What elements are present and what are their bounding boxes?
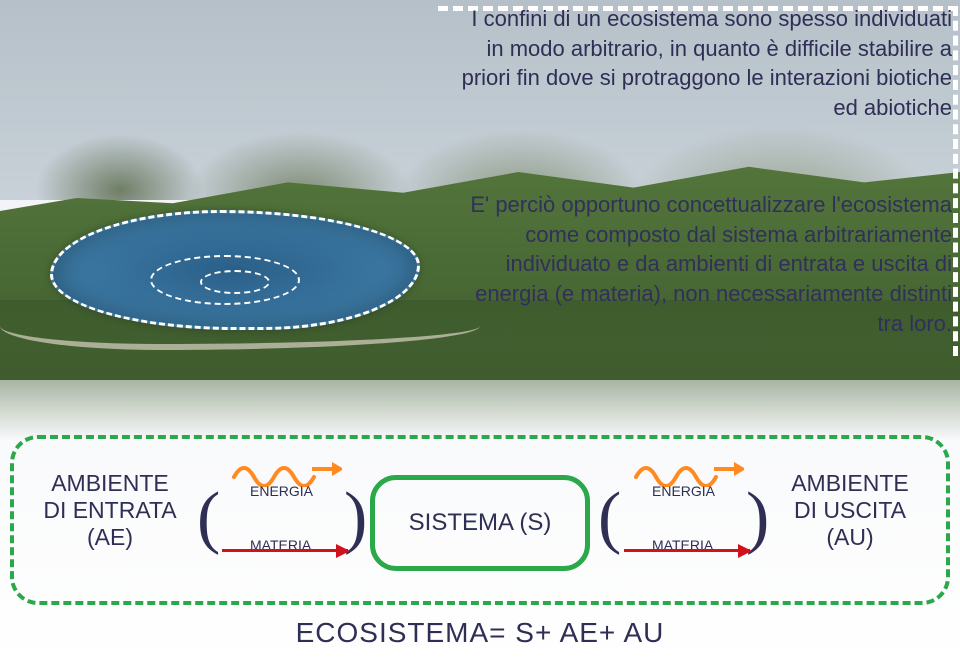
paren-left-1: (	[197, 483, 220, 553]
paren-right-1: )	[344, 483, 367, 553]
au-line3: (AU)	[770, 524, 930, 551]
ecosistema-formula: ECOSISTEMA= S+ AE+ AU	[0, 617, 960, 649]
paragraph-2: E' perciò opportuno concettualizzare l'e…	[452, 190, 952, 338]
materia-arrow-1-icon	[222, 549, 348, 552]
lake-dash-inner-2	[200, 270, 270, 294]
energia-label-2: ENERGIA	[652, 483, 715, 499]
ecosystem-diagram: AMBIENTE DI ENTRATA (AE) AMBIENTE DI USC…	[0, 435, 960, 665]
sistema-label: SISTEMA (S)	[409, 509, 552, 537]
paren-left-2: (	[598, 483, 621, 553]
energia-label-1: ENERGIA	[250, 483, 313, 499]
au-line1: AMBIENTE	[770, 470, 930, 497]
sistema-box: SISTEMA (S)	[370, 475, 590, 571]
ae-line1: AMBIENTE	[30, 470, 190, 497]
materia-arrow-2-icon	[624, 549, 750, 552]
ae-line3: (AE)	[30, 524, 190, 551]
au-line2: DI USCITA	[770, 497, 930, 524]
ambiente-entrata-box: AMBIENTE DI ENTRATA (AE)	[30, 470, 190, 551]
ae-line2: DI ENTRATA	[30, 497, 190, 524]
paren-right-2: )	[746, 483, 769, 553]
ambiente-uscita-box: AMBIENTE DI USCITA (AU)	[770, 470, 930, 551]
paragraph-1: I confini di un ecosistema sono spesso i…	[452, 4, 952, 123]
